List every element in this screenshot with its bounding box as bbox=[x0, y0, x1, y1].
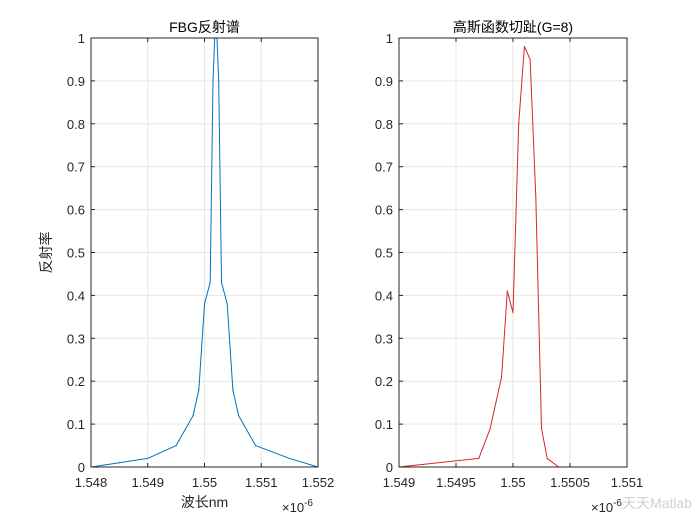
y-tick-label: 0 bbox=[78, 460, 85, 475]
data-point bbox=[220, 281, 223, 284]
data-point bbox=[198, 389, 200, 391]
x-exponent-label: ×10-6 bbox=[282, 498, 313, 515]
data-point bbox=[218, 80, 220, 82]
x-tick-label: 1.549 bbox=[383, 475, 416, 490]
y-tick-label: 0.9 bbox=[67, 74, 85, 89]
x-tick-label: 1.5505 bbox=[550, 475, 590, 490]
data-point bbox=[535, 196, 537, 198]
chart-title: FBG反射谱 bbox=[169, 19, 240, 35]
y-tick-label: 0.2 bbox=[67, 374, 85, 389]
y-tick-label: 0.5 bbox=[67, 246, 85, 261]
fbg-reflection-subplot: 0 0.1 0.2 0.3 0.4 0.5 0.6 0.7 0.8 0.9 1 1.548 1.549 1… bbox=[38, 19, 334, 515]
x-tick-label: 1.548 bbox=[75, 475, 108, 490]
gaussian-apodization-subplot: 0 0.1 0.2 0.3 0.4 0.5 0.6 0.7 0.8 0.9 1 1.549 1.5495… bbox=[375, 19, 643, 515]
data-point bbox=[501, 376, 503, 378]
y-tick-label: 0.3 bbox=[375, 331, 393, 346]
data-point bbox=[237, 414, 240, 417]
data-point bbox=[546, 457, 548, 460]
y-tick-label: 0.1 bbox=[67, 417, 85, 432]
y-axis-label: 反射率 bbox=[38, 232, 54, 274]
watermark-text: 天天Matlab bbox=[621, 495, 692, 511]
y-tick-label: 0.3 bbox=[67, 331, 85, 346]
data-point bbox=[147, 457, 149, 460]
data-point bbox=[523, 45, 526, 48]
y-tick-label: 0.8 bbox=[67, 117, 85, 132]
x-exponent-label: ×10-6 bbox=[591, 498, 622, 515]
y-tick-label: 0.9 bbox=[375, 74, 393, 89]
chart-title: 高斯函数切趾(G=8) bbox=[453, 19, 573, 35]
y-tick-label: 0.6 bbox=[375, 203, 393, 218]
data-point bbox=[226, 303, 228, 305]
x-tick-label: 1.5495 bbox=[436, 475, 476, 490]
y-tick-label: 0.1 bbox=[375, 417, 393, 432]
data-point bbox=[512, 311, 514, 314]
series-line bbox=[398, 46, 627, 468]
data-point bbox=[506, 290, 508, 292]
x-tick-label: 1.55 bbox=[192, 475, 217, 490]
data-point bbox=[175, 444, 177, 447]
x-axis-label: 波长nm bbox=[181, 494, 228, 510]
data-point bbox=[518, 123, 520, 125]
y-tick-label: 0.7 bbox=[375, 160, 393, 175]
y-tick-label: 0.4 bbox=[375, 288, 393, 303]
data-point bbox=[540, 427, 543, 429]
data-point bbox=[209, 281, 211, 284]
y-tick-label: 0.6 bbox=[67, 203, 85, 218]
x-tick-label: 1.551 bbox=[611, 475, 644, 490]
axes-frame bbox=[90, 37, 319, 468]
data-point bbox=[118, 462, 120, 464]
axes-frame bbox=[398, 37, 628, 468]
data-point bbox=[203, 303, 206, 305]
data-point bbox=[289, 457, 291, 460]
y-tick-label: 1 bbox=[386, 31, 393, 46]
data-point bbox=[254, 444, 257, 447]
y-tick-label: 0.2 bbox=[375, 374, 393, 389]
y-tick-label: 0.8 bbox=[375, 117, 393, 132]
data-point bbox=[232, 389, 234, 391]
x-tick-label: 1.549 bbox=[131, 475, 164, 490]
x-tick-label: 1.55 bbox=[500, 475, 525, 490]
data-point bbox=[529, 58, 531, 61]
x-tick-label: 1.551 bbox=[245, 475, 278, 490]
y-tick-label: 0.7 bbox=[67, 160, 85, 175]
data-point bbox=[212, 80, 214, 82]
data-point bbox=[192, 414, 194, 417]
y-tick-label: 0 bbox=[386, 460, 393, 475]
y-tick-label: 0.5 bbox=[375, 246, 393, 261]
y-tick-label: 0.4 bbox=[67, 288, 85, 303]
y-tick-label: 1 bbox=[78, 31, 85, 46]
x-tick-label: 1.552 bbox=[302, 475, 335, 490]
data-point bbox=[478, 457, 480, 460]
data-point bbox=[489, 427, 491, 429]
